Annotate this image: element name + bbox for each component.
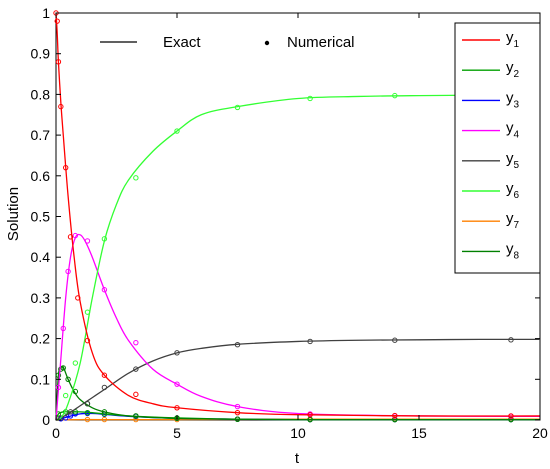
series-line-y6 xyxy=(55,94,541,421)
series-marker-y6 xyxy=(307,95,313,102)
series-marker-y8 xyxy=(234,416,241,422)
series-marker-y5 xyxy=(307,338,313,345)
series-marker-y1 xyxy=(508,413,514,419)
style-legend-numerical-marker xyxy=(264,40,270,46)
series-legend-subscript: 3 xyxy=(514,99,520,110)
series-line-y5 xyxy=(55,338,541,421)
series-legend-subscript: 7 xyxy=(514,220,520,231)
series-marker-y5 xyxy=(101,384,108,391)
series-marker-y1 xyxy=(75,295,81,301)
x-tick-label: 5 xyxy=(173,425,181,441)
y-tick-label: 0.3 xyxy=(31,290,51,306)
series-marker-y5 xyxy=(508,337,514,343)
series-marker-y6 xyxy=(392,92,398,99)
series-y1 xyxy=(53,10,541,419)
style-legend-numerical-label: Numerical xyxy=(287,34,355,51)
series-marker-y1 xyxy=(67,234,74,240)
y-tick-label: 0.5 xyxy=(31,209,51,225)
series-marker-y7 xyxy=(101,416,108,423)
series-marker-y6 xyxy=(84,309,91,315)
y-tick-label: 0.7 xyxy=(31,127,51,143)
series-marker-y6 xyxy=(234,104,241,111)
series-marker-y1 xyxy=(392,412,398,419)
series-marker-y8 xyxy=(508,416,514,423)
series-legend-subscript: 2 xyxy=(514,69,520,80)
series-marker-y5 xyxy=(133,366,139,372)
series-legend-subscript: 8 xyxy=(514,250,520,261)
y-axis-title: Solution xyxy=(5,187,22,241)
series-marker-y8 xyxy=(101,409,108,415)
series-marker-y1 xyxy=(307,412,313,418)
series-marker-y1 xyxy=(54,18,60,24)
series-marker-y1 xyxy=(101,372,108,378)
y-tick-label: 1 xyxy=(42,5,50,21)
style-legend: Exact Numerical xyxy=(100,34,355,51)
series-marker-y2 xyxy=(84,409,91,416)
series-marker-y4 xyxy=(55,384,62,391)
series-marker-y1 xyxy=(174,405,180,411)
series-marker-y4 xyxy=(84,238,91,244)
series-marker-y7 xyxy=(133,416,139,423)
series-marker-y5 xyxy=(392,337,398,343)
series-line-y4 xyxy=(55,233,541,421)
series-marker-y5 xyxy=(174,350,180,356)
series-marker-y6 xyxy=(174,128,180,134)
series-marker-y4 xyxy=(234,403,241,410)
series-marker-y6 xyxy=(62,392,69,399)
x-tick-label: 15 xyxy=(411,425,427,441)
series-marker-y1 xyxy=(55,59,62,65)
series-legend-subscript: 5 xyxy=(514,160,520,171)
style-legend-exact-label: Exact xyxy=(163,34,201,51)
x-axis-title: t xyxy=(295,450,300,467)
series-marker-y5 xyxy=(84,401,91,407)
series-marker-y8 xyxy=(60,365,66,371)
series-marker-y1 xyxy=(62,164,69,171)
y-tick-label: 0.2 xyxy=(31,331,51,347)
series-marker-y1 xyxy=(133,391,139,398)
series-marker-y4 xyxy=(101,287,108,293)
series-line-y1 xyxy=(55,12,541,417)
series-marker-y4 xyxy=(60,325,66,332)
series-marker-y4 xyxy=(72,232,79,239)
x-tick-label: 0 xyxy=(52,425,60,441)
y-tick-label: 0.9 xyxy=(31,46,51,62)
x-tick-label: 10 xyxy=(290,425,306,441)
y-tick-label: 0.8 xyxy=(31,86,51,102)
series-marker-y8 xyxy=(65,376,71,382)
series-marker-y5 xyxy=(67,409,74,415)
series-marker-y8 xyxy=(133,413,139,419)
series-legend-box xyxy=(454,22,541,274)
series-marker-y8 xyxy=(55,372,62,378)
series-marker-y1 xyxy=(58,103,64,110)
series-marker-y8 xyxy=(72,388,79,395)
series-legend-subscript: 4 xyxy=(514,130,520,141)
series-marker-y6 xyxy=(72,360,79,366)
series-legend-subscript: 6 xyxy=(514,190,520,201)
series-marker-y1 xyxy=(234,409,241,416)
y-tick-label: 0.6 xyxy=(31,168,51,184)
y-tick-label: 0 xyxy=(42,412,50,428)
series-marker-y5 xyxy=(234,342,241,348)
y-tick-label: 0.1 xyxy=(31,371,51,387)
series-marker-y1 xyxy=(84,337,91,344)
series-marker-y4 xyxy=(133,339,139,346)
y-tick-label: 0.4 xyxy=(31,249,51,265)
x-tick-label: 20 xyxy=(532,425,548,441)
series-marker-y4 xyxy=(174,381,180,387)
series-legend-subscript: 1 xyxy=(514,39,520,50)
series-marker-y6 xyxy=(101,236,108,242)
series-marker-y4 xyxy=(65,268,71,275)
series-marker-y6 xyxy=(133,175,139,181)
series-marker-y7 xyxy=(84,416,91,423)
series-y5 xyxy=(55,337,541,421)
